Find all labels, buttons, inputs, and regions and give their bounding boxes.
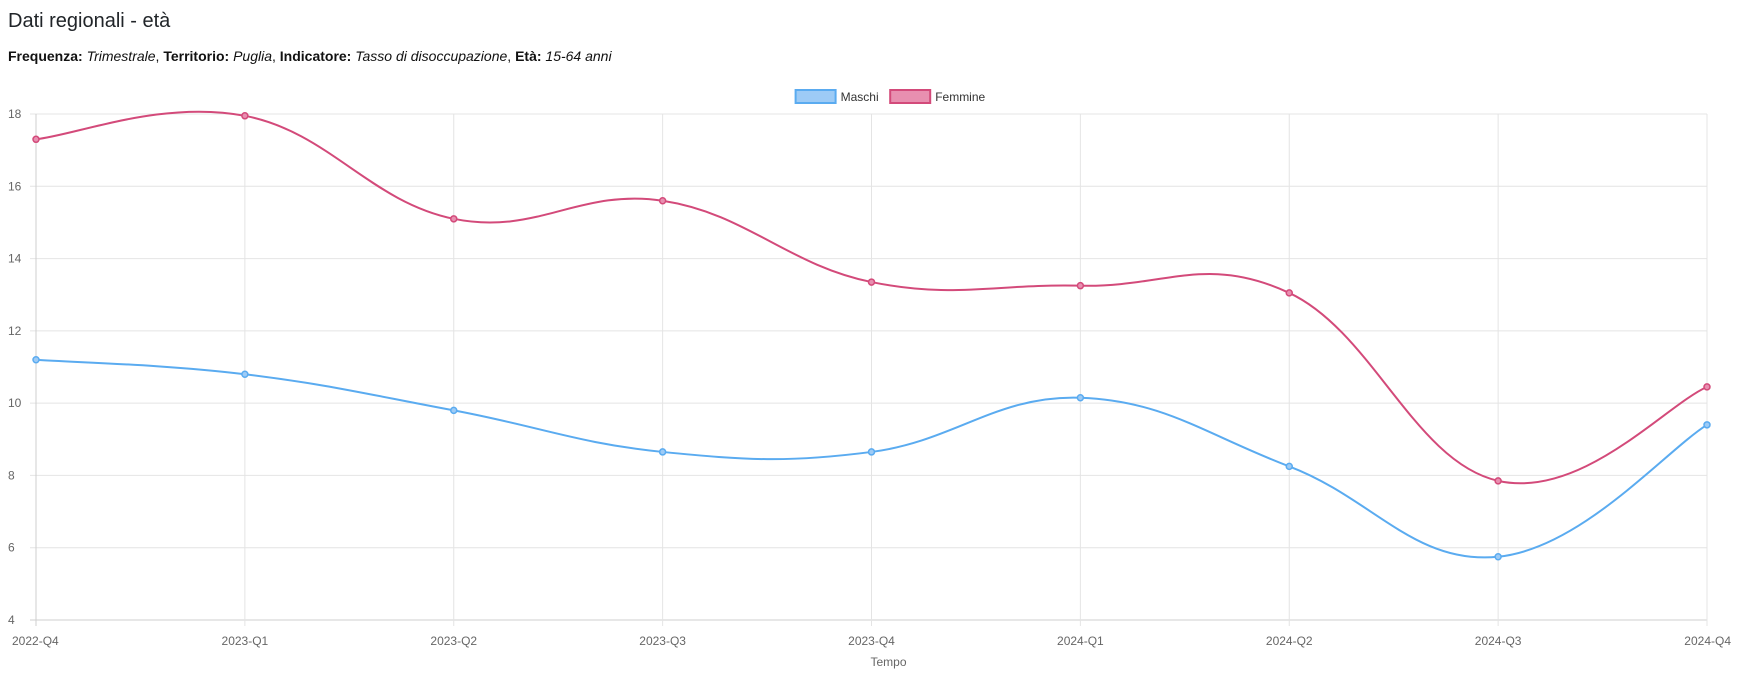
y-tick-label: 4 — [8, 613, 15, 627]
line-chart-container: 4 6 8 10 12 14 16 18 2022-Q4 2023-Q1 2023-Q2 2023-Q… — [0, 82, 1741, 678]
data-point-femmine[interactable] — [1285, 289, 1293, 297]
legend-label-femmine[interactable]: Femmine — [935, 90, 985, 104]
line-chart: 4 6 8 10 12 14 16 18 2022-Q4 2023-Q1 2023-Q2 2023-Q… — [8, 89, 1731, 669]
filter-summary: Frequenza: Trimestrale, Territorio: Pugl… — [8, 48, 612, 64]
data-point-femmine[interactable] — [1703, 383, 1711, 391]
data-point-maschi[interactable] — [1703, 421, 1711, 429]
x-tick-label: 2022-Q4 — [12, 634, 59, 648]
data-point-femmine[interactable] — [241, 112, 249, 120]
data-point-maschi[interactable] — [1076, 393, 1085, 402]
data-point-maschi[interactable] — [1494, 553, 1502, 561]
territory-label: Territorio: — [163, 48, 230, 64]
legend-swatch-femmine[interactable] — [889, 89, 932, 104]
x-tick-label: 2023-Q3 — [639, 634, 686, 648]
x-tick-label: 2024-Q4 — [1684, 634, 1731, 648]
age-label: Età: — [515, 48, 542, 64]
y-tick-label: 16 — [8, 179, 22, 193]
legend-label-maschi[interactable]: Maschi — [841, 90, 879, 104]
x-tick-label: 2023-Q2 — [430, 634, 477, 648]
frequency-value: Trimestrale — [86, 48, 156, 64]
indicator-label: Indicatore: — [279, 48, 352, 64]
data-point-femmine[interactable] — [32, 135, 40, 144]
data-point-femmine[interactable] — [1076, 281, 1085, 290]
y-tick-label: 12 — [8, 324, 22, 338]
x-tick-label: 2024-Q1 — [1057, 634, 1104, 648]
y-tick-label: 10 — [8, 396, 22, 410]
data-point-femmine[interactable] — [450, 215, 458, 223]
age-value: 15-64 anni — [545, 48, 612, 64]
x-tick-label: 2024-Q2 — [1266, 634, 1313, 648]
data-point-femmine[interactable] — [867, 278, 876, 286]
data-point-maschi[interactable] — [450, 406, 458, 415]
separator: , — [155, 48, 164, 64]
y-tick-label: 18 — [8, 107, 22, 121]
x-tick-label: 2023-Q1 — [222, 634, 269, 648]
series-line-femmine — [35, 110, 1708, 485]
y-tick-label: 6 — [8, 541, 15, 555]
series-line-maschi — [35, 358, 1708, 559]
data-point-femmine[interactable] — [658, 196, 667, 205]
data-point-maschi[interactable] — [32, 356, 40, 364]
x-tick-label: 2023-Q4 — [848, 634, 895, 648]
y-tick-label: 14 — [8, 252, 22, 266]
page-title: Dati regionali - età — [8, 10, 171, 32]
separator: , — [507, 48, 516, 64]
frequency-label: Frequenza: — [8, 48, 83, 64]
data-point-femmine[interactable] — [1494, 477, 1502, 485]
territory-value: Puglia — [233, 48, 272, 64]
x-tick-label: 2024-Q3 — [1475, 634, 1522, 648]
data-point-maschi[interactable] — [241, 370, 249, 378]
y-tick-label: 8 — [8, 468, 15, 482]
x-axis-title: Tempo — [870, 655, 906, 669]
legend-swatch-maschi[interactable] — [794, 89, 837, 104]
data-point-maschi[interactable] — [1285, 462, 1293, 471]
data-point-maschi[interactable] — [658, 448, 667, 456]
data-point-maschi[interactable] — [867, 448, 876, 456]
separator: , — [272, 48, 280, 64]
indicator-value: Tasso di disoccupazione — [355, 48, 508, 64]
